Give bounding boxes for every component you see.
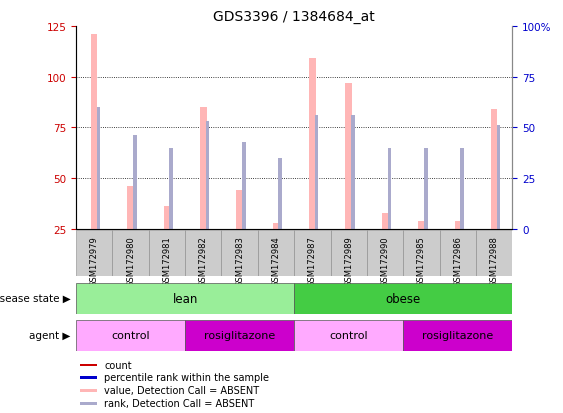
- Bar: [367, 230, 403, 277]
- Title: GDS3396 / 1384684_at: GDS3396 / 1384684_at: [213, 10, 375, 24]
- Bar: [133, 136, 137, 229]
- Text: GSM172989: GSM172989: [344, 236, 353, 287]
- Text: disease state ▶: disease state ▶: [0, 293, 70, 304]
- Bar: [351, 116, 355, 229]
- Bar: [76, 283, 294, 314]
- Text: GSM172979: GSM172979: [90, 236, 99, 287]
- Bar: [309, 59, 316, 229]
- Bar: [315, 116, 319, 229]
- Bar: [330, 230, 367, 277]
- Text: GSM172983: GSM172983: [235, 236, 244, 287]
- Text: GSM172982: GSM172982: [199, 236, 208, 287]
- Bar: [258, 230, 294, 277]
- Bar: [418, 221, 425, 229]
- Text: GSM172985: GSM172985: [417, 236, 426, 287]
- Text: lean: lean: [172, 292, 198, 305]
- Text: control: control: [329, 330, 368, 341]
- Text: GSM172986: GSM172986: [453, 236, 462, 287]
- Bar: [424, 148, 427, 229]
- Text: GSM172984: GSM172984: [271, 236, 280, 287]
- Text: GSM172980: GSM172980: [126, 236, 135, 287]
- Bar: [127, 187, 134, 229]
- Bar: [169, 148, 173, 229]
- Bar: [460, 148, 464, 229]
- Bar: [81, 402, 97, 404]
- Bar: [205, 122, 209, 229]
- Bar: [81, 364, 97, 367]
- Bar: [294, 320, 403, 351]
- Bar: [440, 230, 476, 277]
- Bar: [81, 376, 97, 379]
- Bar: [97, 108, 100, 229]
- Bar: [185, 230, 221, 277]
- Bar: [149, 230, 185, 277]
- Bar: [279, 158, 282, 229]
- Bar: [91, 35, 97, 229]
- Bar: [476, 230, 512, 277]
- Bar: [403, 230, 440, 277]
- Text: rank, Detection Call = ABSENT: rank, Detection Call = ABSENT: [104, 398, 254, 408]
- Bar: [497, 126, 500, 229]
- Bar: [76, 230, 113, 277]
- Text: GSM172987: GSM172987: [308, 236, 317, 287]
- Bar: [382, 213, 388, 229]
- Bar: [454, 221, 461, 229]
- Bar: [236, 191, 243, 229]
- Text: rosiglitazone: rosiglitazone: [204, 330, 275, 341]
- Bar: [221, 230, 258, 277]
- Text: obese: obese: [386, 292, 421, 305]
- Bar: [294, 230, 330, 277]
- Bar: [387, 148, 391, 229]
- Bar: [294, 283, 512, 314]
- Text: rosiglitazone: rosiglitazone: [422, 330, 493, 341]
- Text: value, Detection Call = ABSENT: value, Detection Call = ABSENT: [104, 385, 260, 395]
- Bar: [403, 320, 512, 351]
- Bar: [491, 110, 498, 229]
- Bar: [76, 320, 185, 351]
- Bar: [164, 207, 170, 229]
- Bar: [242, 142, 245, 229]
- Text: GSM172988: GSM172988: [490, 236, 499, 287]
- Text: count: count: [104, 360, 132, 370]
- Bar: [200, 108, 207, 229]
- Text: percentile rank within the sample: percentile rank within the sample: [104, 373, 269, 382]
- Bar: [81, 389, 97, 392]
- Bar: [185, 320, 294, 351]
- Text: GSM172981: GSM172981: [162, 236, 171, 287]
- Text: agent ▶: agent ▶: [29, 330, 70, 341]
- Text: GSM172990: GSM172990: [381, 236, 390, 287]
- Bar: [272, 223, 279, 229]
- Bar: [346, 83, 352, 229]
- Text: control: control: [111, 330, 150, 341]
- Bar: [113, 230, 149, 277]
